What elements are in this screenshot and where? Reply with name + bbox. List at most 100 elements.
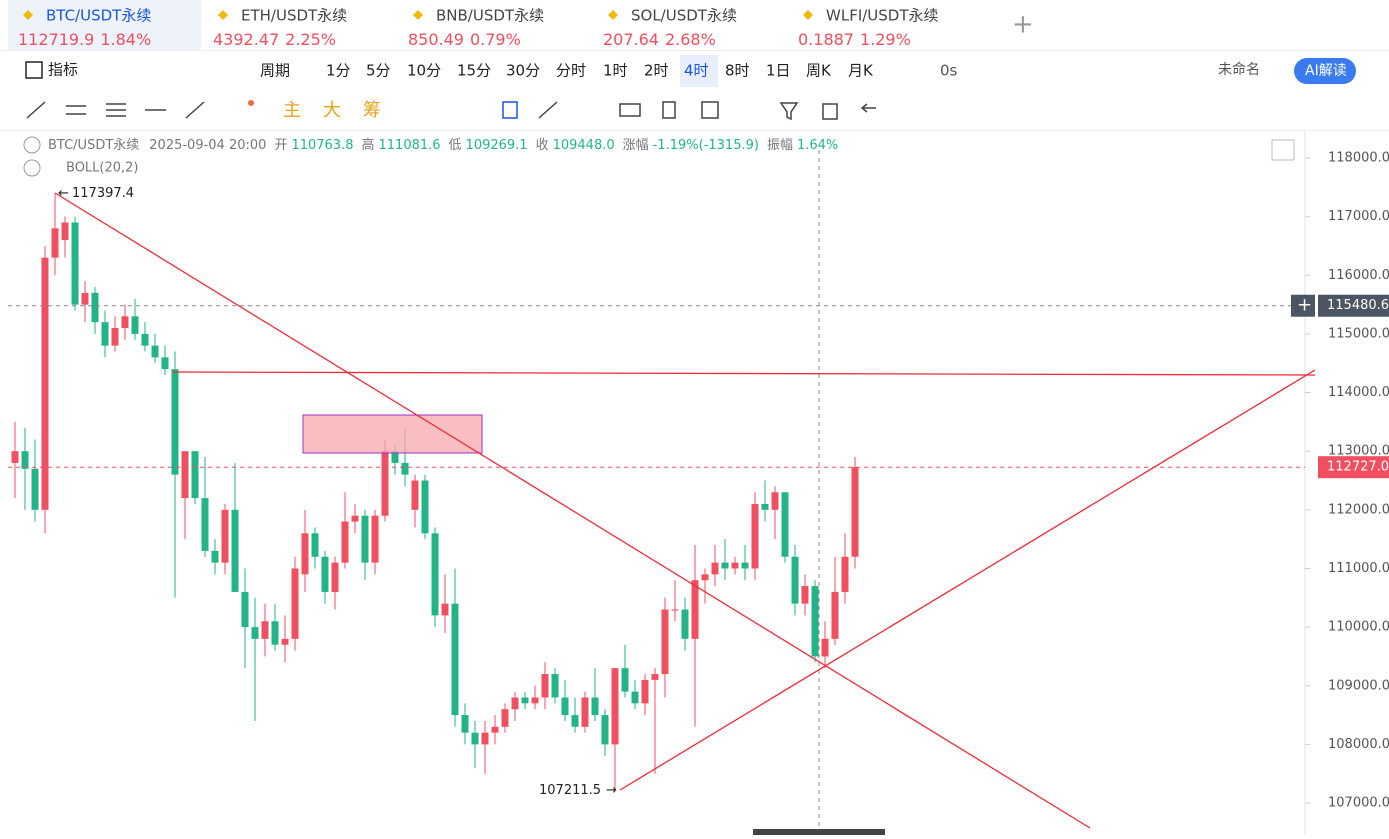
candle-body xyxy=(441,603,449,616)
candle-body xyxy=(631,691,639,704)
info-val: 1.64% xyxy=(797,138,838,153)
divider xyxy=(0,130,1389,131)
trend-lines xyxy=(54,192,1316,829)
interval-btn[interactable]: 1日 xyxy=(766,62,791,80)
candle-body xyxy=(541,674,549,698)
candle-body xyxy=(111,328,119,346)
coin-icon xyxy=(218,10,228,20)
tab-symbol[interactable]: BTC/USDT永续 xyxy=(46,7,151,25)
tab-change: 2.68% xyxy=(665,30,716,49)
candle-body xyxy=(281,638,289,645)
coin-icon xyxy=(803,10,813,20)
low-marker: → xyxy=(606,783,617,798)
collapse-btn[interactable] xyxy=(23,159,41,177)
tab-quote: 850.49 0.79% xyxy=(408,30,521,49)
candle-body xyxy=(811,586,819,657)
coin-icon xyxy=(608,10,618,20)
indicator-name: BOLL(20,2) xyxy=(66,161,139,176)
interval-btn[interactable]: 1分 xyxy=(326,62,351,80)
candle-body xyxy=(681,609,689,639)
interval-btn[interactable]: 周K xyxy=(806,62,832,80)
ohlc-info: BTC/USDT永续 2025-09-04 20:00 开 110763.8 高 1110… xyxy=(48,137,838,153)
collapse-btn[interactable] xyxy=(23,136,41,154)
candle-body xyxy=(51,228,59,258)
candle-body xyxy=(731,562,739,569)
tab-price: 4392.47 xyxy=(213,30,279,49)
interval-btn[interactable]: 5分 xyxy=(366,62,391,80)
fullscreen-btn[interactable] xyxy=(1271,139,1295,161)
layout-name[interactable]: 未命名 xyxy=(1218,61,1260,78)
interval-btn[interactable]: 15分 xyxy=(457,62,491,80)
draw-tool[interactable]: 大 xyxy=(323,100,341,121)
interval-btn[interactable]: 月K xyxy=(848,62,874,80)
candle-body xyxy=(851,467,859,557)
candle-body xyxy=(821,638,829,657)
crosshair-tag xyxy=(1318,294,1389,317)
tab-price: 0.1887 xyxy=(798,30,854,49)
zone-box[interactable] xyxy=(302,414,483,454)
interval-btn[interactable]: 4时 xyxy=(684,62,709,80)
tab-symbol[interactable]: ETH/USDT永续 xyxy=(241,7,347,25)
candle-body xyxy=(211,550,219,563)
draw-tool[interactable]: 主 xyxy=(283,100,301,121)
info-val: -1.19%(-1315.9) xyxy=(653,138,759,153)
candle-body xyxy=(741,562,749,569)
divider xyxy=(0,50,1389,51)
tab-quote: 112719.9 1.84% xyxy=(18,30,151,49)
candle-body xyxy=(11,451,19,463)
info-key: 高 xyxy=(361,137,374,153)
draw-tool[interactable]: 筹 xyxy=(363,100,381,121)
interval-btn[interactable]: 10分 xyxy=(407,62,441,80)
info-key: 低 xyxy=(449,138,462,153)
tab-quote: 0.1887 1.29% xyxy=(798,30,911,49)
candle-body xyxy=(451,603,459,716)
info-val: 110763.8 xyxy=(291,138,353,153)
ai-btn[interactable]: AI解读 xyxy=(1305,62,1347,79)
y-tick-label: 113000.0 xyxy=(1328,444,1389,459)
candle-body xyxy=(771,492,779,510)
info-key: 振幅 xyxy=(767,138,793,153)
tab-symbol[interactable]: BNB/USDT永续 xyxy=(436,7,544,25)
badge xyxy=(248,100,254,106)
candle-body xyxy=(41,257,49,510)
add-tab[interactable]: + xyxy=(1012,10,1034,40)
candle-body xyxy=(371,515,379,563)
candle-body xyxy=(421,480,429,534)
y-tick-label: 107000.0 xyxy=(1328,796,1389,811)
candle-body xyxy=(841,556,849,592)
tab-symbol[interactable]: SOL/USDT永续 xyxy=(631,7,737,25)
indicator-btn[interactable]: 指标 xyxy=(48,61,78,79)
candle-body xyxy=(711,562,719,575)
crosshair-time-tag xyxy=(753,829,885,835)
y-tick-label: 118000.0 xyxy=(1328,150,1389,165)
coin-icon xyxy=(23,10,33,20)
candle-body xyxy=(671,609,679,611)
candle-body xyxy=(651,674,659,680)
candle-body xyxy=(301,533,309,575)
candle-body xyxy=(581,697,589,727)
interval-btn[interactable]: 分时 xyxy=(556,62,586,80)
y-tick-label: 109000.0 xyxy=(1328,678,1389,693)
countdown: 0s xyxy=(940,62,958,80)
candle-body xyxy=(431,533,439,616)
interval-btn[interactable]: 1时 xyxy=(603,62,628,80)
candle-body xyxy=(91,292,99,323)
tab-symbol[interactable]: WLFI/USDT永续 xyxy=(826,7,939,25)
candle-body xyxy=(491,726,499,733)
crosshair-plus-bg xyxy=(1291,294,1315,317)
crosshair-price: 115480.6 xyxy=(1327,298,1389,313)
info-time: 2025-09-04 20:00 xyxy=(149,138,266,153)
interval-btn[interactable]: 30分 xyxy=(506,62,540,80)
interval-btn[interactable]: 2时 xyxy=(644,62,669,80)
candle-body xyxy=(721,562,729,569)
candle-body xyxy=(331,562,339,592)
candle-body xyxy=(751,503,759,569)
candle-body xyxy=(161,357,169,370)
y-tick-label: 108000.0 xyxy=(1328,737,1389,752)
period-btn[interactable]: 周期 xyxy=(260,62,290,80)
candle-body xyxy=(221,509,229,563)
interval-btn[interactable]: 8时 xyxy=(725,62,750,80)
tab-quote: 207.64 2.68% xyxy=(603,30,716,49)
candle-body xyxy=(531,697,539,704)
